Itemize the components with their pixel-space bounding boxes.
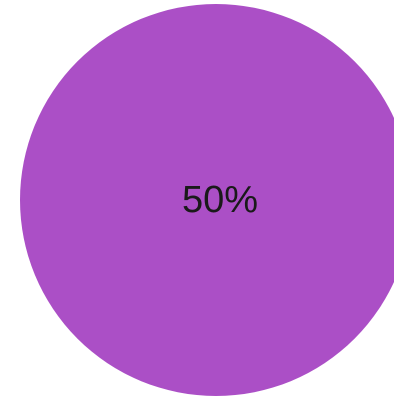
pie-slice-label: 50% <box>182 179 258 221</box>
pie-slice <box>20 4 394 396</box>
pie-slice-labels: 50% <box>182 179 258 221</box>
pie-slices <box>20 4 394 396</box>
